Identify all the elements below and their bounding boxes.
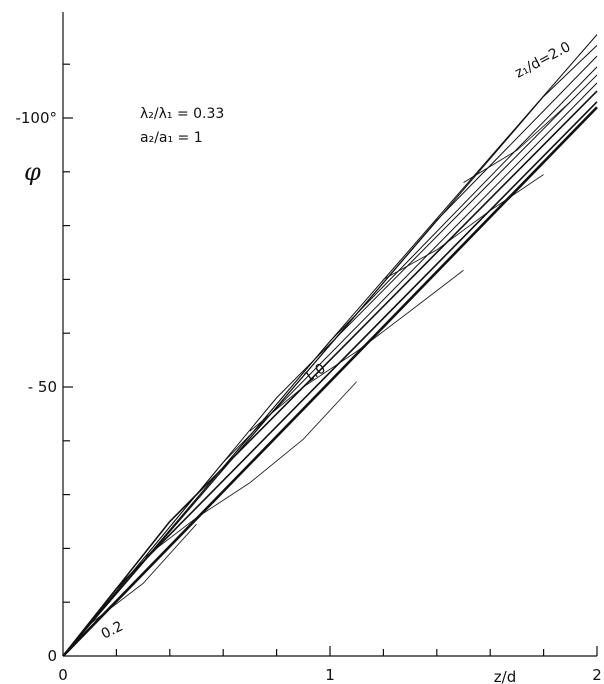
series-line (62, 74, 598, 657)
y-axis-label: φ (24, 158, 41, 186)
y-tick-label: 0 (47, 647, 57, 665)
x-tick-label: 1 (325, 666, 335, 684)
connector-lines (89, 101, 571, 625)
x-axis-label: z/d (494, 668, 516, 684)
connector-line (142, 381, 358, 559)
connector-line (383, 174, 544, 280)
connector-line (249, 269, 464, 432)
a-ratio-annotation: a₂/a₁ = 1 (140, 130, 203, 146)
series-line (62, 101, 598, 657)
series-line (62, 90, 598, 657)
chart-labels: z/d φ λ₂/λ₁ = 0.33 a₂/a₁ = 1 z₁/d=2.0 1.… (24, 39, 573, 684)
curve-series (62, 34, 598, 657)
curve-label-top: z₁/d=2.0 (512, 39, 573, 82)
ticks: 0 1 2 0 - 50 -100° (15, 63, 602, 684)
series-line (62, 66, 598, 657)
x-tick-label: 2 (592, 666, 602, 684)
lambda-ratio-annotation: λ₂/λ₁ = 0.33 (140, 106, 224, 122)
series-line (62, 106, 598, 657)
y-tick-label: - 50 (28, 378, 57, 396)
x-tick-label: 0 (58, 666, 68, 684)
y-tick-label: -100° (15, 109, 57, 127)
curve-label-low: 0.2 (99, 618, 126, 642)
series-line (62, 55, 598, 657)
series-line (62, 82, 598, 657)
connector-line (463, 101, 571, 183)
